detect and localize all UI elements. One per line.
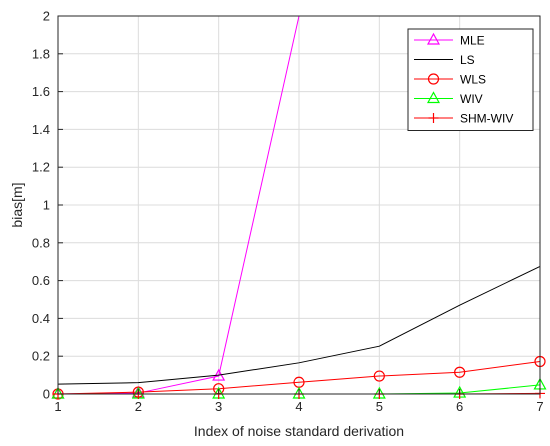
x-tick-label: 5 — [376, 399, 383, 414]
y-tick-label: 0.4 — [32, 311, 50, 326]
y-tick-label: 2 — [43, 9, 50, 24]
x-tick-label: 2 — [135, 399, 142, 414]
legend-mle-label: MLE — [460, 34, 485, 48]
legend-shm-wiv-label: SHM-WIV — [460, 112, 513, 126]
legend-wiv: WIV — [414, 91, 483, 106]
y-tick-label: 1 — [43, 198, 50, 213]
legend-wiv-label: WIV — [460, 92, 483, 106]
x-tick-label: 1 — [54, 399, 61, 414]
series-wls-point — [454, 366, 466, 378]
y-tick-label: 1.6 — [32, 84, 50, 99]
x-tick-label: 4 — [295, 399, 302, 414]
legend: MLE LS WLS WIV SHM-WIV — [407, 28, 534, 131]
legend-wiv-swatch-point — [426, 91, 441, 104]
y-axis-title: bias[m] — [9, 182, 25, 227]
legend-shm-wiv: SHM-WIV — [414, 112, 513, 126]
legend-mle-swatch-point — [426, 32, 441, 45]
series-ls — [57, 265, 541, 385]
series-ls-line — [57, 265, 541, 385]
legend-wls-swatch-point — [427, 73, 440, 85]
legend-ls: LS — [414, 53, 475, 67]
y-tick-label: 0.8 — [32, 235, 50, 250]
y-tick-label: 1.4 — [32, 122, 50, 137]
y-tick-label: 0.2 — [32, 349, 50, 364]
y-tick-label: 1.2 — [32, 160, 50, 175]
legend-wls: WLS — [414, 73, 486, 87]
legend-shm-wiv-swatch-point — [428, 113, 439, 123]
y-tick-label: 1.8 — [32, 46, 50, 61]
series-wls-point — [373, 370, 385, 382]
x-tick-label: 3 — [215, 399, 222, 414]
x-axis-title: Index of noise standard derivation — [194, 423, 404, 439]
legend-wls-label: WLS — [460, 73, 486, 87]
y-tick-label: 0.6 — [32, 273, 50, 288]
axis-ticks: 1 2 3 4 5 6 7 0 0.2 0.4 0.6 0.8 1 1.2 1.4 1.6 1.8 2 — [32, 9, 544, 415]
legend-mle: MLE — [414, 32, 485, 48]
x-tick-label: 6 — [456, 399, 463, 414]
x-tick-label: 7 — [536, 399, 543, 414]
series-mle — [51, 15, 300, 399]
legend-ls-label: LS — [460, 53, 475, 67]
y-tick-label: 0 — [43, 387, 50, 402]
